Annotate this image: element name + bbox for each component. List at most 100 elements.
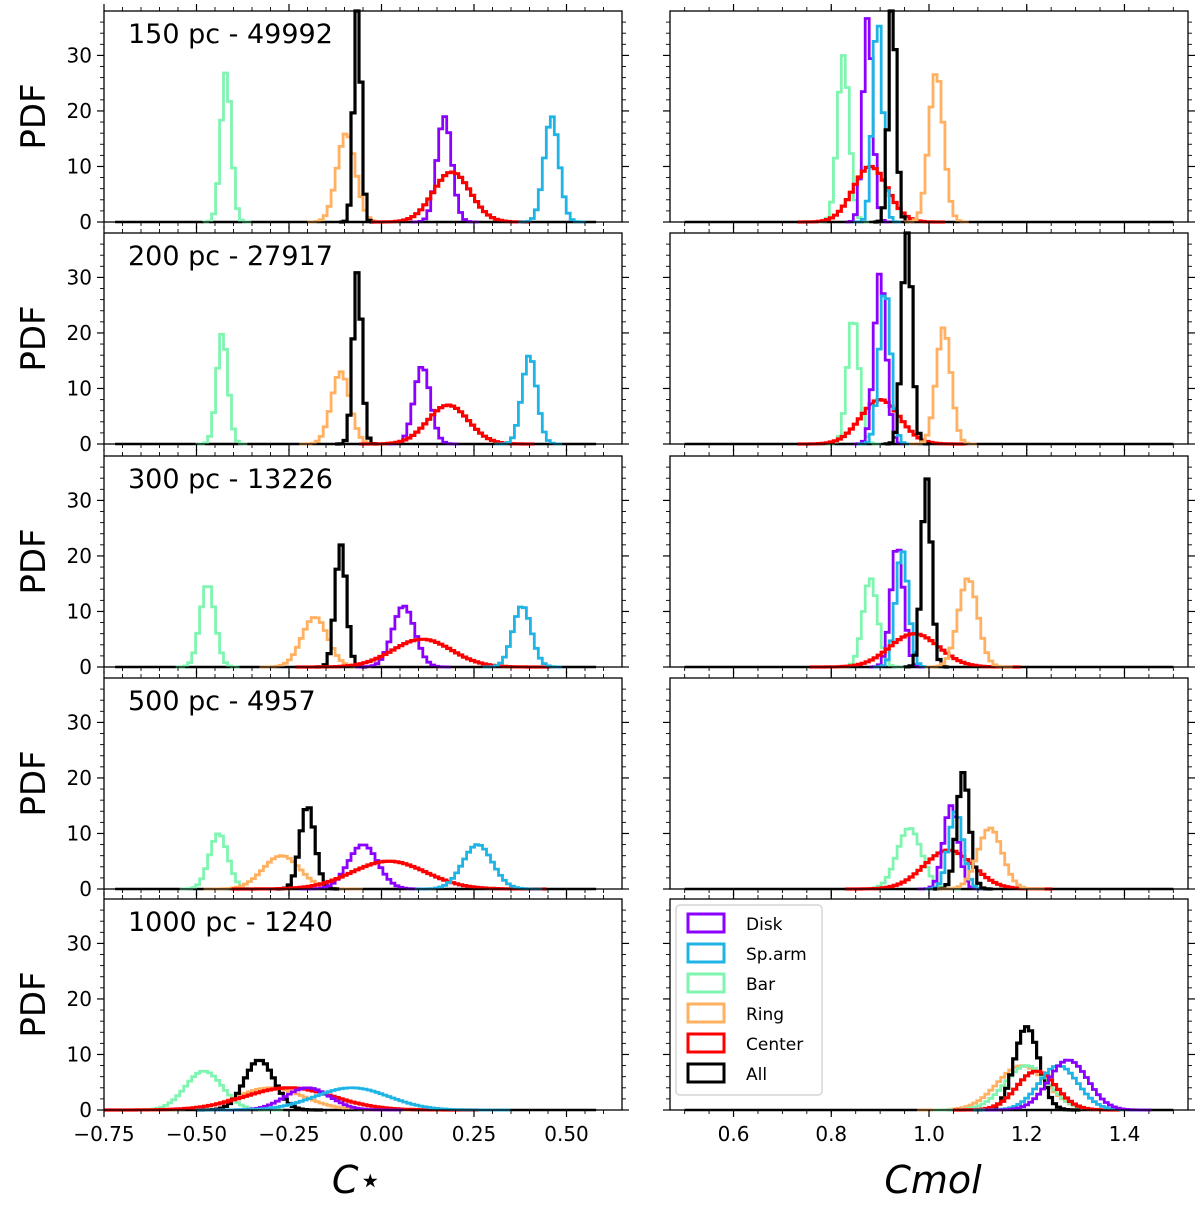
histogram-sparm bbox=[873, 550, 931, 669]
histogram-center bbox=[797, 398, 965, 446]
x-tick-label: 0.00 bbox=[359, 1122, 404, 1146]
y-tick-label: 10 bbox=[67, 599, 92, 623]
histogram-all bbox=[339, 9, 375, 224]
histogram-disk bbox=[299, 843, 427, 891]
y-tick-label: 10 bbox=[67, 821, 92, 845]
legend-frame bbox=[675, 904, 823, 1096]
panel-right-row-4 bbox=[663, 671, 1195, 896]
y-tick-label: 20 bbox=[67, 544, 92, 568]
panel-left-row-5: 0 10 20 30 −0.75 −0.50 −0.25 0.00 0.25 0.50 1000 p… bbox=[14, 892, 629, 1146]
x-tick-label: 0.6 bbox=[718, 1122, 750, 1146]
y-tick-label: 0 bbox=[79, 1098, 92, 1122]
y-axis-label: PDF bbox=[14, 750, 54, 816]
histogram-sparm bbox=[414, 843, 543, 891]
histogram-bar bbox=[202, 71, 252, 224]
histogram-center bbox=[809, 632, 1021, 669]
legend-label-sparm: Sp.arm bbox=[746, 945, 807, 965]
y-tick-label: 20 bbox=[67, 766, 92, 790]
histogram-ring bbox=[937, 826, 1045, 891]
legend-swatch-bar bbox=[686, 972, 726, 994]
histogram-sparm bbox=[857, 294, 914, 446]
legend-swatch-sparm bbox=[686, 942, 726, 964]
row-label: 300 pc - 13226 bbox=[128, 464, 333, 495]
legend-label-center: Center bbox=[746, 1035, 803, 1055]
histogram-all bbox=[315, 543, 367, 669]
panel-right-row-5: 0.6 0.8 1.0 1.2 1.4 bbox=[663, 892, 1195, 1146]
x-tick-label: −0.25 bbox=[258, 1122, 319, 1146]
y-tick-label: 30 bbox=[67, 43, 92, 67]
y-tick-label: 20 bbox=[67, 987, 92, 1011]
row-label: 1000 pc - 1240 bbox=[128, 907, 333, 938]
histogram-ring bbox=[925, 577, 1013, 669]
row-label: 150 pc - 49992 bbox=[128, 19, 333, 50]
y-axis-label: PDF bbox=[14, 305, 54, 371]
histogram-disk bbox=[410, 115, 479, 224]
histogram-sparm bbox=[482, 605, 563, 669]
panel-left-row-1: 0 10 20 30 150 pc - 49992 PDF bbox=[14, 4, 629, 234]
y-axis-label: PDF bbox=[14, 528, 54, 594]
x-tick-label: −0.75 bbox=[73, 1122, 134, 1146]
legend-swatch-ring bbox=[686, 1002, 726, 1024]
legend-label-bar: Bar bbox=[746, 975, 775, 995]
histogram-center bbox=[359, 403, 535, 446]
axes-frame bbox=[669, 232, 1189, 445]
y-tick-label: 30 bbox=[67, 931, 92, 955]
histogram-disk bbox=[984, 1058, 1153, 1112]
y-tick-label: 10 bbox=[67, 376, 92, 400]
x-tick-label: 1.0 bbox=[913, 1122, 945, 1146]
y-axis-label: PDF bbox=[14, 971, 54, 1037]
legend-swatch-disk bbox=[686, 912, 726, 934]
y-tick-label: 10 bbox=[67, 1042, 92, 1066]
axes-frame bbox=[669, 677, 1189, 890]
histogram-ring bbox=[299, 370, 383, 446]
histogram-center bbox=[231, 859, 547, 891]
histogram-sparm bbox=[494, 354, 563, 446]
row-label: 200 pc - 27917 bbox=[128, 241, 333, 272]
y-tick-label: 0 bbox=[79, 210, 92, 234]
histogram-disk bbox=[853, 272, 907, 446]
x-tick-label: 0.25 bbox=[452, 1122, 497, 1146]
histogram-bar bbox=[175, 585, 240, 669]
legend-swatch-all bbox=[686, 1062, 726, 1084]
y-axis-label: PDF bbox=[14, 83, 54, 149]
panel-left-row-3: 0 10 20 30 300 pc - 13226 PDF bbox=[14, 449, 629, 679]
y-tick-label: 20 bbox=[67, 99, 92, 123]
panel-left-row-2: 0 10 20 30 200 pc - 27917 PDF bbox=[14, 226, 629, 456]
histogram-sparm bbox=[853, 24, 902, 224]
x-tick-label: −0.50 bbox=[166, 1122, 227, 1146]
x-tick-label: 0.50 bbox=[544, 1122, 589, 1146]
histogram-disk bbox=[917, 804, 985, 891]
legend: Disk Sp.arm Bar Ring Center All bbox=[675, 904, 823, 1096]
histogram-all bbox=[903, 477, 949, 669]
legend-label-all: All bbox=[746, 1065, 767, 1085]
legend-swatch-center bbox=[686, 1032, 726, 1054]
histogram-sparm bbox=[518, 115, 587, 224]
right-x-axis-label: Cmol bbox=[884, 1158, 982, 1202]
histogram-ring bbox=[903, 73, 969, 224]
y-tick-label: 0 bbox=[79, 877, 92, 901]
histogram-bar bbox=[837, 577, 906, 669]
panel-right-row-3 bbox=[663, 449, 1195, 674]
y-tick-label: 30 bbox=[67, 265, 92, 289]
x-tick-label: 0.8 bbox=[815, 1122, 847, 1146]
histogram-disk bbox=[869, 548, 925, 669]
x-tick-label: 1.2 bbox=[1011, 1122, 1043, 1146]
histogram-ring bbox=[909, 326, 977, 446]
x-tick-label: 1.4 bbox=[1109, 1122, 1141, 1146]
panel-right-row-2 bbox=[663, 226, 1195, 451]
panel-right-row-1 bbox=[663, 4, 1195, 229]
y-tick-label: 30 bbox=[67, 488, 92, 512]
y-tick-label: 20 bbox=[67, 321, 92, 345]
legend-label-disk: Disk bbox=[746, 915, 783, 935]
histogram-center bbox=[371, 170, 531, 224]
legend-label-ring: Ring bbox=[746, 1005, 784, 1025]
y-tick-label: 30 bbox=[67, 710, 92, 734]
y-tick-label: 10 bbox=[67, 154, 92, 178]
histogram-sparm bbox=[195, 1086, 511, 1112]
y-tick-label: 0 bbox=[79, 432, 92, 456]
left-x-axis-label: C⋆ bbox=[332, 1158, 382, 1202]
histogram-bar bbox=[195, 332, 248, 446]
y-tick-label: 0 bbox=[79, 655, 92, 679]
histogram-disk bbox=[355, 604, 451, 669]
